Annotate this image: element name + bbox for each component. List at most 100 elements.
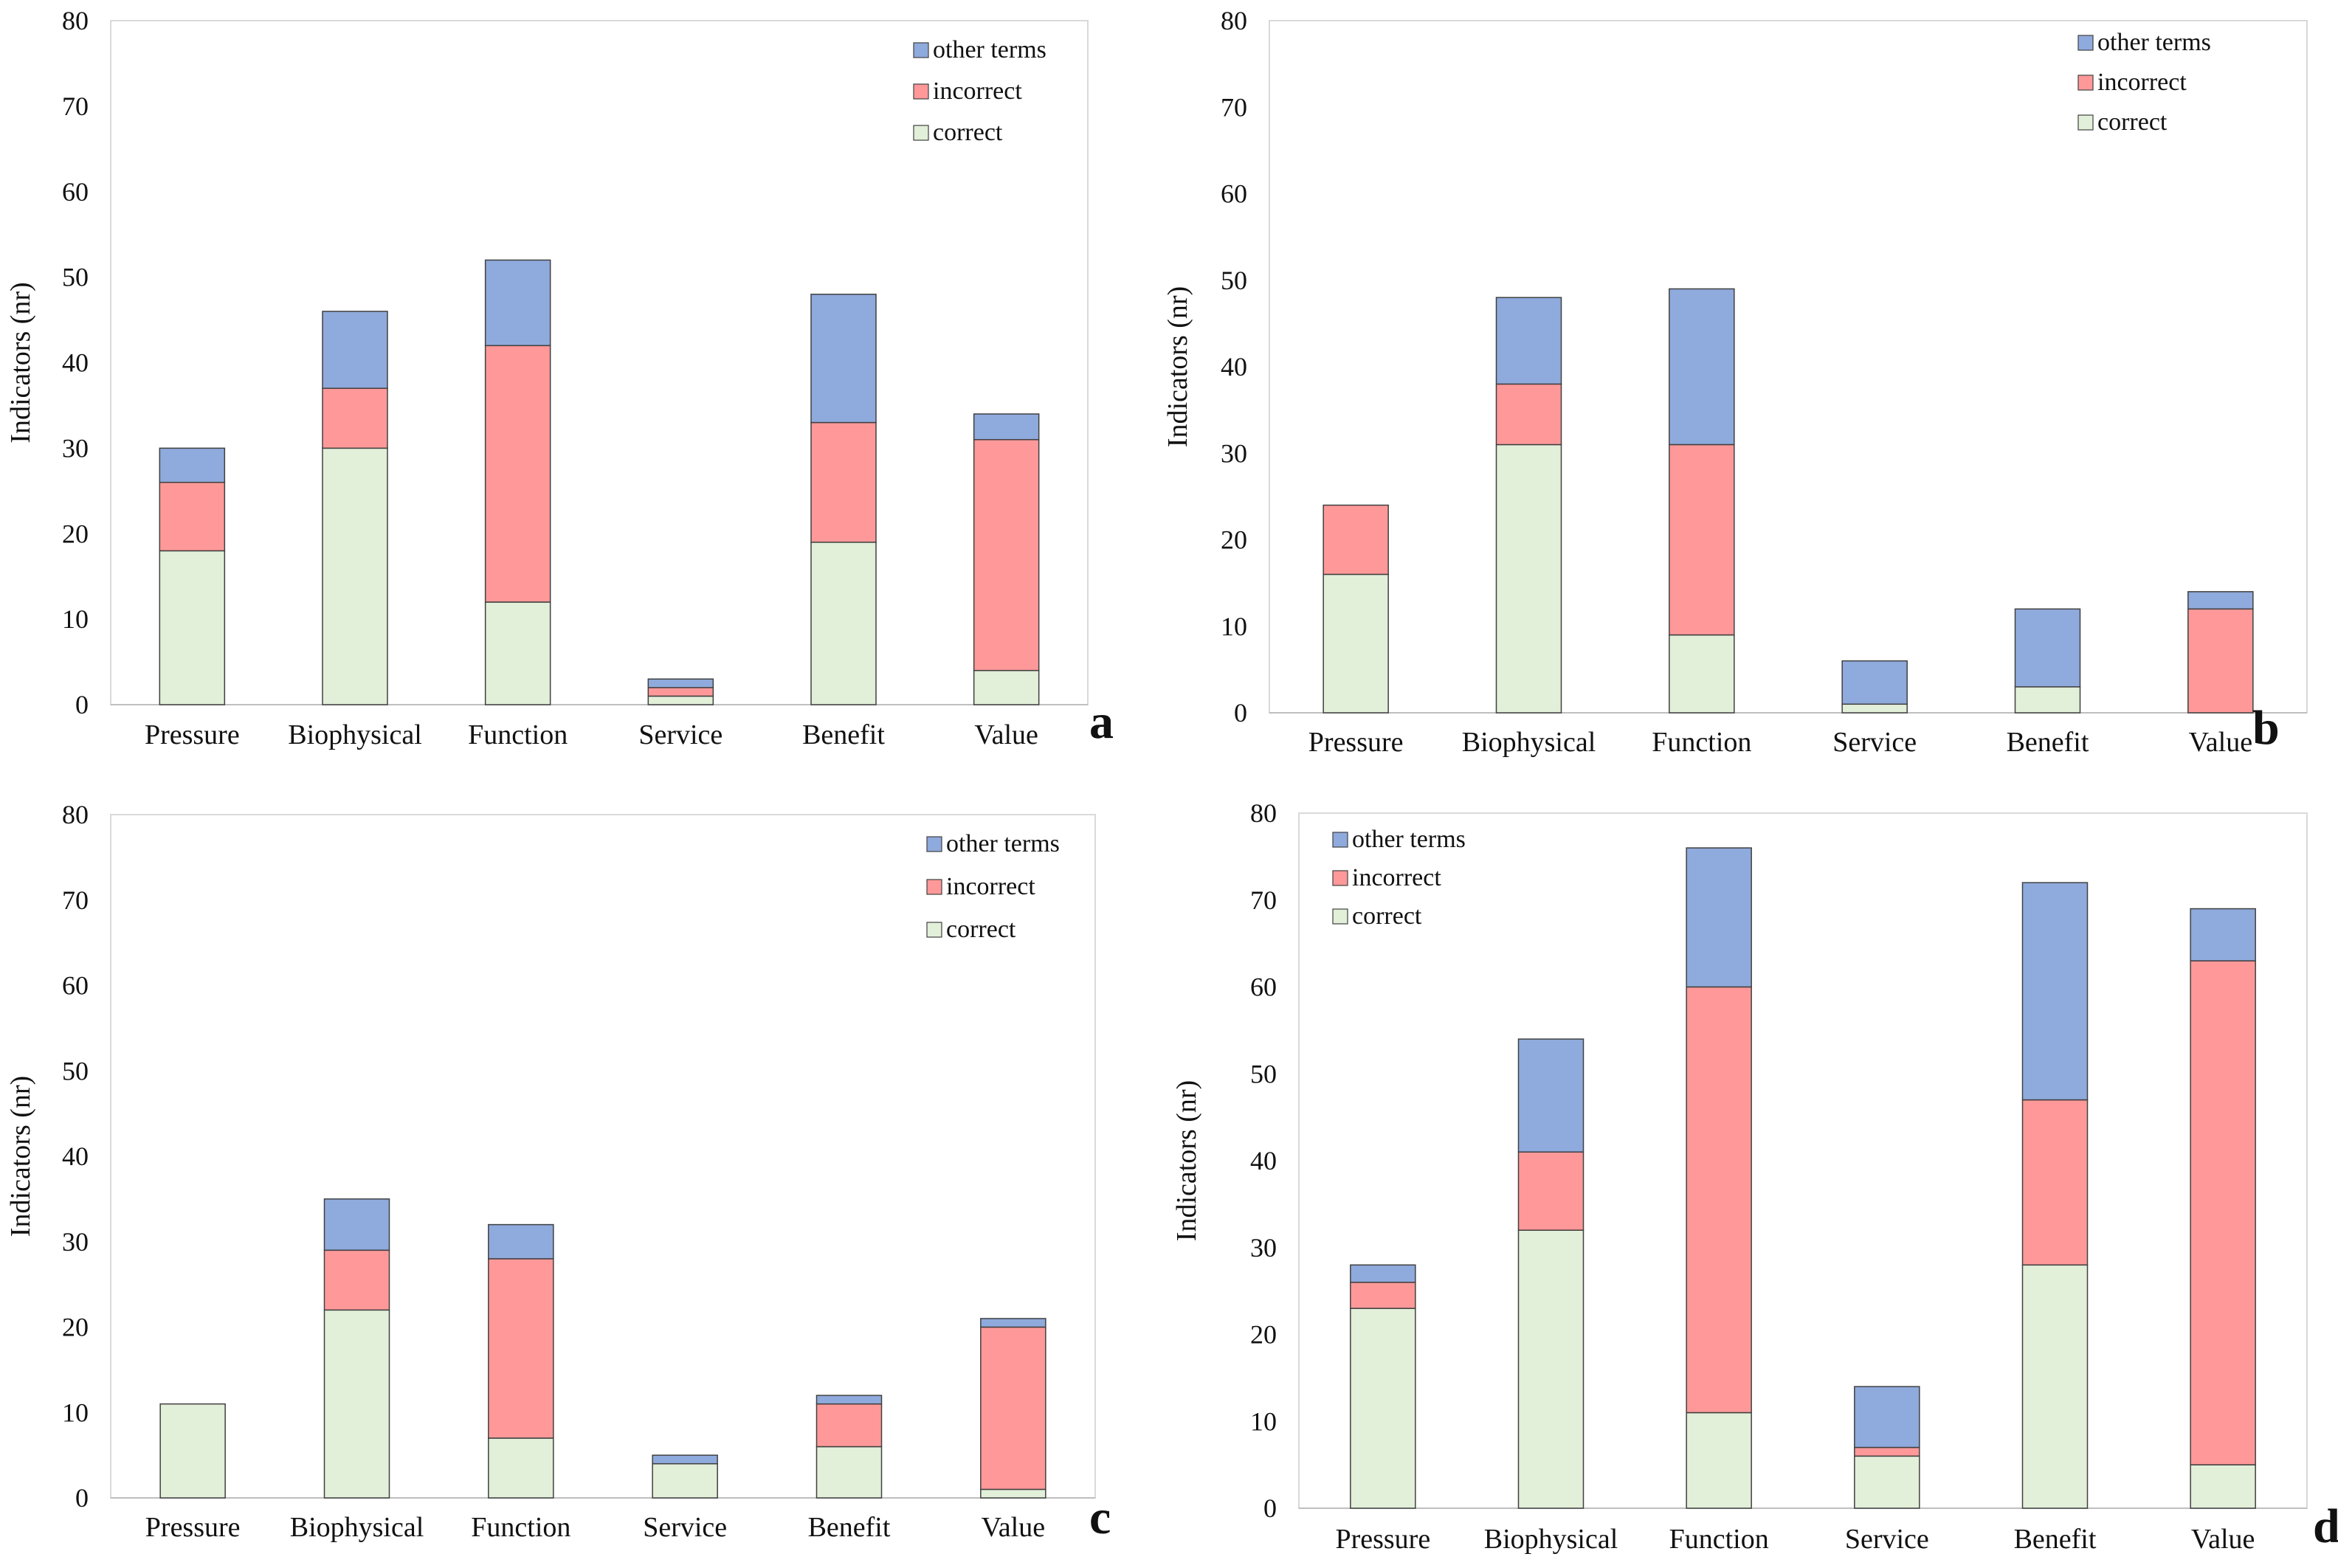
legend-label: other terms — [946, 830, 1060, 857]
y-tick-label: 10 — [62, 1398, 89, 1427]
bar-other-terms-function — [1686, 847, 1752, 988]
legend-label: incorrect — [1352, 864, 1441, 891]
y-axis-label: Indicators (nr) — [5, 1076, 36, 1237]
bar-correct-value — [2190, 1464, 2256, 1509]
bar-other-terms-biophysical — [1495, 297, 1562, 385]
bar-incorrect-function — [484, 345, 551, 603]
legend-swatch — [913, 83, 929, 100]
y-tick-label: 10 — [62, 604, 89, 634]
bar-correct-function — [488, 1437, 554, 1499]
legend-swatch — [2077, 35, 2094, 51]
y-tick-label: 60 — [62, 971, 89, 1001]
y-tick-label: 40 — [62, 1142, 89, 1171]
y-tick-label: 50 — [62, 263, 89, 292]
x-tick-label: Value — [2189, 727, 2253, 758]
bar-correct-benefit — [810, 542, 877, 705]
bar-correct-function — [1686, 1412, 1752, 1509]
legend-swatch — [926, 879, 942, 895]
x-tick-label: Value — [974, 719, 1038, 750]
y-tick-label: 50 — [62, 1056, 89, 1085]
x-tick-label: Biophysical — [288, 719, 422, 750]
x-tick-label: Service — [638, 719, 723, 750]
bar-other-terms-pressure — [1350, 1264, 1416, 1283]
bar-correct-pressure — [159, 550, 226, 705]
chart-panel-b: 0 10 20 30 40 50 60 70 80 Indicators (nr) Pressure… — [1162, 6, 2308, 758]
legend-label: other terms — [2097, 29, 2211, 56]
y-tick-label: 40 — [1250, 1146, 1277, 1175]
bar-other-terms-service — [652, 1454, 718, 1465]
bar-incorrect-benefit — [810, 421, 877, 543]
bar-incorrect-value — [973, 439, 1040, 671]
x-tick-label: Pressure — [1335, 1524, 1430, 1555]
y-axis-label: Indicators (nr) — [5, 282, 36, 443]
x-tick-label: Service — [1832, 727, 1917, 758]
x-tick-label: Value — [2191, 1524, 2255, 1555]
panel-label: d — [2313, 1499, 2338, 1553]
y-tick-label: 30 — [62, 1227, 89, 1257]
x-tick-label: Pressure — [1308, 727, 1404, 758]
y-tick-label: 70 — [1221, 92, 1247, 122]
bar-other-terms-function — [484, 259, 551, 347]
y-tick-label: 60 — [1221, 179, 1247, 209]
y-tick-label: 20 — [1250, 1320, 1277, 1350]
y-tick-label: 50 — [1221, 266, 1247, 295]
x-tick-label: Biophysical — [1462, 727, 1596, 758]
bar-incorrect-benefit — [2021, 1099, 2089, 1266]
y-tick-label: 80 — [1221, 6, 1247, 35]
legend-label: correct — [1352, 902, 1422, 930]
legend-swatch — [1332, 908, 1348, 925]
bar-correct-biophysical — [323, 1309, 390, 1499]
y-tick-label: 20 — [1221, 525, 1247, 555]
x-tick-label: Service — [1845, 1524, 1929, 1555]
legend-swatch — [913, 125, 929, 141]
bar-other-terms-service — [1854, 1386, 1920, 1448]
bar-incorrect-biophysical — [322, 387, 388, 449]
bar-incorrect-biophysical — [1517, 1151, 1584, 1231]
legend-swatch — [2077, 75, 2094, 91]
y-tick-label: 0 — [75, 1483, 89, 1513]
bar-correct-biophysical — [322, 447, 388, 705]
bar-correct-pressure — [1323, 573, 1389, 714]
legend-swatch — [926, 922, 942, 938]
x-tick-label: Benefit — [808, 1512, 891, 1543]
y-tick-label: 0 — [1263, 1493, 1277, 1523]
y-axis-label: Indicators (nr) — [1171, 1080, 1202, 1241]
x-tick-label: Biophysical — [1484, 1524, 1618, 1555]
bar-incorrect-pressure — [1350, 1282, 1416, 1309]
bar-correct-benefit — [815, 1446, 883, 1499]
bar-incorrect-pressure — [159, 481, 226, 552]
bar-correct-benefit — [2014, 686, 2081, 714]
y-tick-label: 60 — [62, 177, 89, 207]
y-tick-label: 30 — [1250, 1233, 1277, 1263]
bar-other-terms-function — [488, 1223, 554, 1260]
x-tick-label: Benefit — [2014, 1524, 2097, 1555]
bar-incorrect-value — [2190, 960, 2256, 1465]
bar-incorrect-service — [1854, 1446, 1920, 1457]
bar-incorrect-biophysical — [1495, 383, 1562, 446]
x-tick-label: Service — [643, 1512, 727, 1543]
x-tick-label: Function — [471, 1512, 570, 1543]
legend-label: correct — [933, 119, 1003, 146]
legend-label: incorrect — [2097, 69, 2187, 96]
bar-other-terms-value — [2190, 908, 2256, 961]
bar-incorrect-value — [980, 1326, 1046, 1491]
bar-correct-benefit — [2021, 1264, 2089, 1509]
legend-label: incorrect — [946, 873, 1035, 900]
x-tick-label: Value — [982, 1512, 1046, 1543]
y-tick-label: 20 — [62, 1313, 89, 1342]
y-tick-label: 50 — [1250, 1059, 1277, 1088]
y-tick-label: 30 — [62, 433, 89, 463]
bar-incorrect-biophysical — [323, 1249, 390, 1311]
y-tick-label: 10 — [1250, 1406, 1277, 1436]
panel-label: c — [1089, 1491, 1111, 1544]
y-tick-label: 80 — [62, 800, 89, 829]
panel-label: b — [2252, 701, 2280, 755]
x-tick-label: Benefit — [2007, 727, 2089, 758]
bar-other-terms-pressure — [159, 447, 226, 483]
legend-swatch — [913, 42, 929, 58]
x-tick-label: Pressure — [145, 1512, 241, 1543]
y-tick-label: 80 — [62, 6, 89, 35]
bar-correct-service — [1841, 703, 1908, 714]
bar-other-terms-function — [1669, 288, 1735, 446]
